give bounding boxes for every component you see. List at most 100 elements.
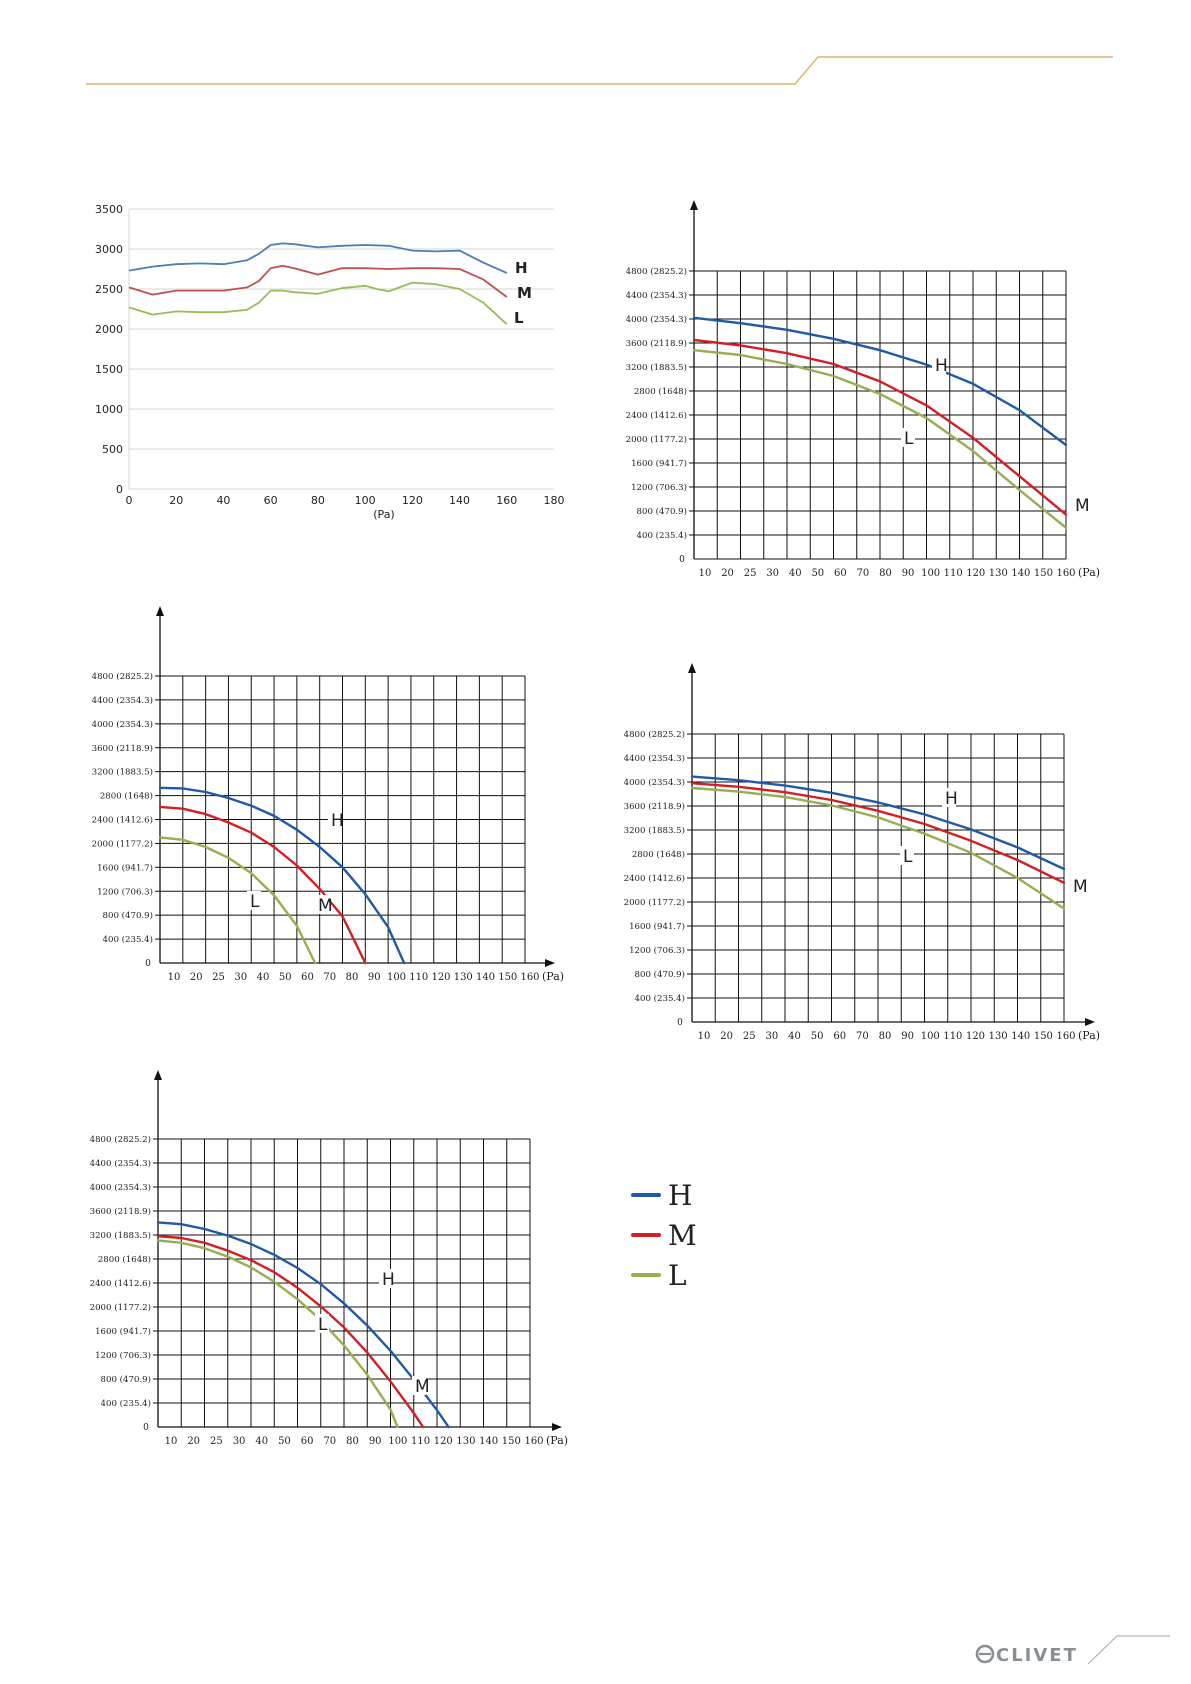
curve-label-bg xyxy=(900,846,914,865)
curve-label-M: M xyxy=(415,1377,430,1397)
curve-label-L: L xyxy=(250,892,260,912)
x-tick-label: 90 xyxy=(368,972,381,983)
curve-label-bg xyxy=(315,895,329,914)
x-tick-label: 130 xyxy=(456,1436,475,1447)
curve-label-H: H xyxy=(331,811,344,831)
x-tick-label: 10 xyxy=(699,568,712,579)
y-tick-label: 2800 (1648) xyxy=(634,386,687,397)
origin-label: 0 xyxy=(679,555,685,565)
y-tick-label: 1600 (941.7) xyxy=(629,921,685,932)
chart-c2: 400 (235.4)800 (470.9)1200 (706.3)1600 (… xyxy=(626,200,1100,579)
y-tick-label: 1600 (941.7) xyxy=(97,862,153,873)
y-tick-label: 400 (235.4) xyxy=(101,1398,151,1409)
y-tick-label: 800 (470.9) xyxy=(101,1374,151,1385)
curve-label-bg xyxy=(901,428,915,447)
x-tick-label: 60 xyxy=(264,494,278,507)
x-axis-arrow-icon xyxy=(545,959,555,967)
x-unit-label: (Pa) xyxy=(1078,566,1100,579)
x-axis-arrow-icon xyxy=(1085,1018,1095,1026)
x-tick-label: 100 xyxy=(921,568,940,579)
x-tick-label: 60 xyxy=(834,568,847,579)
x-tick-label: 160 xyxy=(1056,1031,1075,1042)
y-tick-label: 4800 (2825.2) xyxy=(626,266,687,277)
chart-c3: 400 (235.4)800 (470.9)1200 (706.3)1600 (… xyxy=(92,606,564,983)
series-M-curve xyxy=(692,338,1068,516)
y-axis-arrow-icon xyxy=(156,606,164,616)
y-tick-label: 800 (470.9) xyxy=(635,969,685,980)
y-tick-label: 3000 xyxy=(95,243,123,256)
x-tick-label: 180 xyxy=(544,494,565,507)
y-tick-label: 1200 (706.3) xyxy=(631,482,687,493)
x-tick-label: 160 xyxy=(496,494,517,507)
y-tick-label: 800 (470.9) xyxy=(103,910,153,921)
y-tick-label: 2000 (1177.2) xyxy=(92,838,153,849)
x-tick-label: 100 xyxy=(921,1031,940,1042)
x-tick-label: 40 xyxy=(216,494,230,507)
x-tick-label: 60 xyxy=(301,1436,314,1447)
y-tick-label: 800 (470.9) xyxy=(637,506,687,517)
y-tick-label: 4400 (2354.3) xyxy=(624,753,685,764)
y-tick-label: 1600 (941.7) xyxy=(95,1326,151,1337)
legend-label-M: M xyxy=(668,1219,697,1252)
x-tick-label: 100 xyxy=(388,1436,407,1447)
footer-rule xyxy=(1087,1635,1170,1665)
series-H-curve xyxy=(156,1221,450,1429)
x-tick-label: 80 xyxy=(346,972,359,983)
y-tick-label: 4400 (2354.3) xyxy=(626,290,687,301)
x-tick-label: 20 xyxy=(169,494,183,507)
x-tick-label: 140 xyxy=(449,494,470,507)
x-tick-label: 25 xyxy=(743,1031,756,1042)
curve-label-H: H xyxy=(515,259,528,277)
y-tick-label: 3200 (1883.5) xyxy=(624,825,685,836)
y-tick-label: 3600 (2118.9) xyxy=(92,743,153,754)
x-tick-label: 60 xyxy=(301,972,314,983)
x-tick-label: 30 xyxy=(766,1031,779,1042)
curve-label-H: H xyxy=(945,789,958,809)
y-tick-label: 2000 (1177.2) xyxy=(624,897,685,908)
y-tick-label: 2500 xyxy=(95,283,123,296)
x-tick-label: 120 xyxy=(966,568,985,579)
x-tick-label: 110 xyxy=(944,568,963,579)
x-tick-label: 10 xyxy=(165,1436,178,1447)
y-tick-label: 4000 (2354.3) xyxy=(92,719,153,730)
y-tick-label: 3600 (2118.9) xyxy=(626,338,687,349)
curve-label-bg xyxy=(315,1314,329,1333)
curve-label-bg xyxy=(379,1269,393,1288)
y-tick-label: 1500 xyxy=(95,363,123,376)
legend-label-H: H xyxy=(668,1179,692,1212)
series-H-curve xyxy=(692,316,1068,447)
x-tick-label: 120 xyxy=(966,1031,985,1042)
y-tick-label: 1600 (941.7) xyxy=(631,458,687,469)
x-tick-label: 20 xyxy=(720,1031,733,1042)
curve-label-L: L xyxy=(514,309,524,327)
series-M-curve xyxy=(156,1235,425,1429)
series-L-curve xyxy=(690,786,1066,910)
x-unit-label: (Pa) xyxy=(542,970,564,983)
footer: CLIVET xyxy=(975,1635,1170,1666)
x-tick-label: 80 xyxy=(311,494,325,507)
y-tick-label: 2400 (1412.6) xyxy=(92,815,153,826)
y-tick-label: 1200 (706.3) xyxy=(629,945,685,956)
curve-label-L: L xyxy=(904,429,914,449)
y-axis-arrow-icon xyxy=(154,1070,162,1080)
legend: HML xyxy=(631,1179,697,1292)
y-tick-label: 1200 (706.3) xyxy=(95,1350,151,1361)
x-tick-label: 10 xyxy=(168,972,181,983)
x-tick-label: 90 xyxy=(901,1031,914,1042)
curve-label-bg xyxy=(328,810,342,829)
y-tick-label: 4400 (2354.3) xyxy=(90,1158,151,1169)
curve-label-M: M xyxy=(517,284,532,302)
x-tick-label: 130 xyxy=(989,568,1008,579)
curve-label-H: H xyxy=(382,1270,395,1290)
curve-label-bg xyxy=(1072,495,1086,514)
x-tick-label: 150 xyxy=(502,1436,521,1447)
series-M-line xyxy=(128,264,508,298)
x-tick-label: 70 xyxy=(856,1031,869,1042)
y-tick-label: 1000 xyxy=(95,403,123,416)
x-tick-label: 130 xyxy=(454,972,473,983)
curve-label-L: L xyxy=(903,847,913,867)
origin-label: 0 xyxy=(677,1018,683,1028)
series-M-curve xyxy=(158,805,367,965)
